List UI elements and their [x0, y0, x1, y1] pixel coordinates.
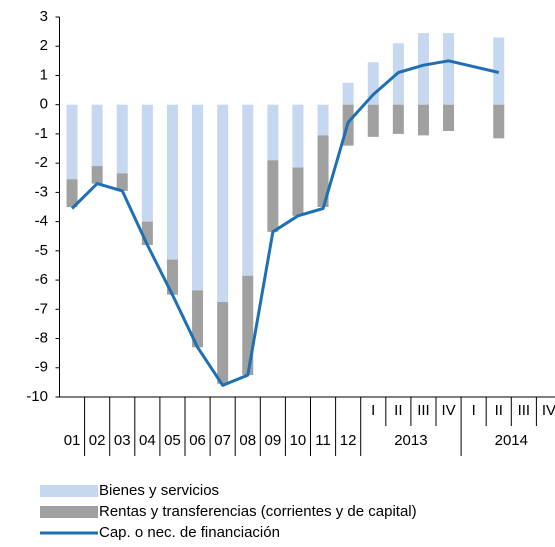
x-group-label: 2014	[495, 432, 528, 449]
y-tick-label: -6	[35, 271, 48, 288]
x-tick-label: 11	[315, 432, 331, 449]
y-tick-label: -2	[35, 154, 48, 171]
bar	[242, 275, 254, 376]
x-tick-label: 05	[164, 432, 181, 449]
x-tick-label: II	[394, 402, 402, 419]
bar	[242, 104, 254, 276]
x-tick-label: 08	[239, 432, 256, 449]
bar	[217, 302, 229, 384]
y-tick-label: -10	[26, 388, 48, 405]
x-tick-label: 02	[89, 432, 106, 449]
bar	[116, 104, 128, 174]
bar	[141, 104, 153, 222]
line	[70, 59, 500, 387]
x-tick-label: III	[417, 402, 430, 419]
x-tick-label: 12	[340, 432, 357, 449]
bar	[292, 104, 304, 168]
bar	[192, 290, 204, 348]
x-tick-label: II	[495, 402, 503, 419]
y-tick-label: 3	[40, 8, 48, 25]
legend-label: Cap. o nec. de financiación	[99, 524, 280, 541]
bar	[141, 221, 153, 245]
bar	[443, 104, 455, 131]
bar	[217, 104, 229, 302]
bar	[443, 33, 455, 105]
y-tick-label: -4	[35, 213, 48, 230]
bar	[342, 82, 354, 105]
bar	[91, 166, 103, 184]
bar	[417, 104, 429, 136]
legend-label: Bienes y servicios	[99, 482, 219, 499]
y-tick-label: 1	[40, 66, 48, 83]
x-tick-label: 04	[139, 432, 156, 449]
y-tick-label: -1	[35, 125, 48, 142]
x-tick-label: IV	[441, 402, 455, 419]
y-tick-label: -5	[35, 242, 48, 259]
y-tick-label: -9	[35, 359, 48, 376]
y-tick-label: -3	[35, 183, 48, 200]
bar	[91, 104, 103, 167]
bar	[417, 33, 429, 105]
bar	[317, 104, 329, 136]
x-tick-label: 07	[214, 432, 231, 449]
x-tick-label: 03	[114, 432, 131, 449]
x-tick-label: IV	[542, 402, 555, 419]
legend-label: Rentas y transferencias (corrientes y de…	[99, 503, 417, 520]
bar	[116, 173, 128, 191]
bar	[192, 104, 204, 291]
x-tick-label: 01	[64, 432, 81, 449]
bar	[367, 104, 379, 137]
bar	[292, 167, 304, 216]
y-tick-label: 0	[40, 96, 48, 113]
bar	[493, 104, 505, 139]
bar	[66, 179, 78, 207]
bar	[317, 135, 329, 207]
legend-swatch	[40, 506, 98, 518]
bar	[166, 259, 178, 295]
x-tick-label: 06	[189, 432, 206, 449]
x-tick-label: 10	[290, 432, 307, 449]
bar	[66, 104, 78, 180]
x-tick-label: I	[472, 402, 476, 419]
bar	[367, 62, 379, 105]
x-tick-label: I	[371, 402, 375, 419]
y-tick-label: -7	[35, 300, 48, 317]
bar	[392, 104, 404, 134]
x-tick-label: 09	[265, 432, 282, 449]
bar	[166, 104, 178, 260]
bar	[267, 160, 279, 232]
y-tick-label: 2	[40, 37, 48, 54]
y-tick-label: -8	[35, 330, 48, 347]
x-tick-label: III	[518, 402, 531, 419]
x-group-label: 2013	[394, 432, 427, 449]
bar	[267, 104, 279, 161]
legend-swatch	[40, 485, 98, 497]
